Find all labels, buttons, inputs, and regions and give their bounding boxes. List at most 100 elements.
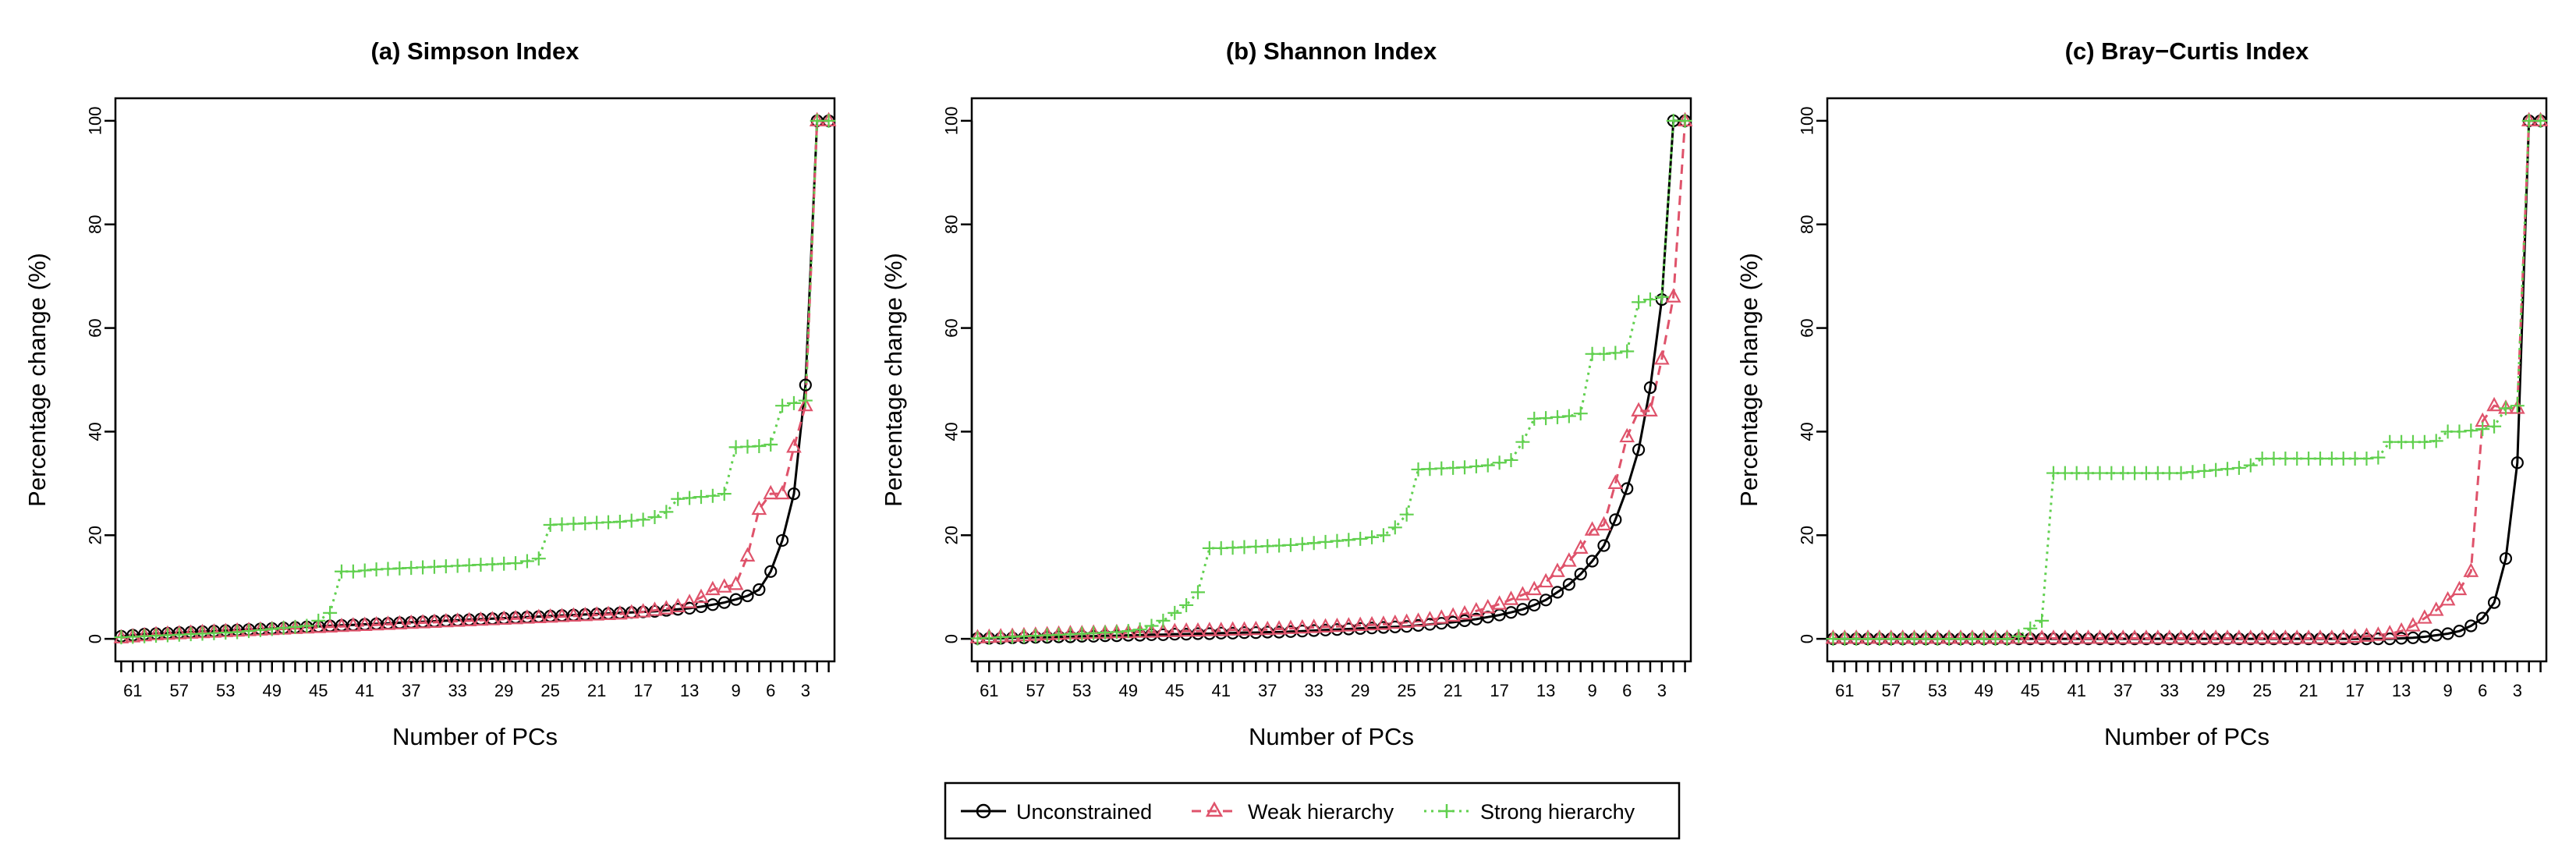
data-point-strong (2475, 422, 2490, 437)
data-point-strong (508, 556, 523, 571)
y-tick-label: 80 (942, 214, 962, 233)
legend-marker-unconstrained (976, 803, 991, 819)
data-point-strong (276, 621, 291, 636)
data-point-strong (2023, 621, 2038, 636)
data-point-weak (1469, 601, 1484, 617)
series-points-unconstrained (1827, 114, 2547, 646)
x-tick-label: 53 (216, 681, 235, 700)
data-point-strong (1306, 536, 1321, 551)
data-point-weak (1387, 614, 1403, 629)
data-point-weak (2324, 629, 2340, 644)
legend-label-strong: Strong hierarchy (1480, 800, 1635, 824)
data-point-weak (392, 615, 408, 629)
data-point-weak (542, 608, 558, 623)
x-tick-label: 6 (2478, 681, 2487, 700)
series-points-weak (969, 112, 1693, 643)
data-point-strong (1608, 345, 1623, 360)
data-point-weak (1352, 616, 1369, 631)
x-tick-label: 33 (448, 681, 466, 700)
data-point-weak (1155, 622, 1171, 637)
data-point-weak (484, 611, 501, 625)
data-point-strong (1365, 530, 1380, 544)
y-axis-label: Percentage change (%) (880, 253, 907, 507)
data-point-strong (1492, 455, 1507, 470)
y-tick-label: 100 (86, 107, 105, 136)
y-axis: 0 20 40 60 80 100 (86, 107, 117, 643)
data-point-strong (821, 113, 836, 128)
data-point-strong (1550, 409, 1564, 424)
y-tick-label: 80 (1798, 214, 1817, 233)
data-point-weak (1596, 516, 1612, 531)
data-point-strong (1168, 605, 1182, 620)
data-point-unconstrained (2453, 625, 2466, 638)
data-point-weak (438, 612, 454, 628)
x-tick-label: 6 (1622, 681, 1632, 700)
data-point-weak (2046, 629, 2061, 644)
data-point-unconstrained (787, 487, 801, 501)
x-tick-label: 17 (1490, 681, 1508, 700)
data-point-strong (705, 488, 720, 503)
series-points-unconstrained (115, 114, 835, 643)
data-point-strong (1573, 406, 1588, 421)
data-point-weak (2486, 396, 2502, 412)
data-point-strong (1458, 460, 1472, 475)
data-point-unconstrained (2464, 619, 2478, 633)
data-point-unconstrained (2476, 611, 2489, 625)
data-point-weak (380, 615, 396, 630)
data-point-strong (764, 438, 778, 452)
x-tick-label: 9 (1587, 681, 1596, 700)
data-point-strong (2231, 460, 2246, 475)
data-point-weak (786, 438, 802, 453)
data-point-strong (1632, 295, 1646, 310)
data-point-unconstrained (1574, 567, 1587, 581)
panel-3: (c) Bray−Curtis Index 0 20 40 60 80 100 61 57 53 4… (1735, 37, 2549, 750)
data-point-strong (2011, 629, 2026, 643)
series-points-strong (114, 113, 836, 645)
series-points-strong (970, 113, 1692, 646)
x-tick-label: 29 (494, 681, 513, 700)
data-point-weak (2068, 629, 2085, 644)
data-point-weak (577, 606, 594, 622)
panel-1: (a) Simpson Index 0 20 40 60 80 100 61 57 53 49 45 4… (23, 37, 837, 750)
x-tick-label: 17 (633, 681, 652, 700)
y-tick-label: 40 (942, 422, 962, 441)
x-axis-label: Number of PCs (1249, 723, 1414, 750)
data-point-weak (2057, 629, 2073, 644)
x-tick-label: 57 (170, 681, 189, 700)
legend-label-weak: Weak hierarchy (1248, 800, 1394, 824)
data-point-strong (1387, 520, 1402, 535)
data-point-unconstrained (2441, 627, 2454, 640)
data-point-weak (1550, 562, 1565, 577)
series-line-weak (977, 120, 1687, 640)
data-point-strong (531, 551, 546, 566)
y-tick-label: 60 (86, 318, 105, 337)
data-point-weak (2463, 562, 2479, 577)
data-point-weak (1317, 618, 1334, 633)
data-point-strong (2533, 113, 2548, 128)
x-axis: 61 57 53 49 45 41 37 33 29 25 21 17 13 9 6 3 (1832, 661, 2542, 700)
data-point-weak (2312, 629, 2328, 644)
data-point-weak (635, 603, 651, 618)
data-point-unconstrained (2499, 552, 2513, 565)
data-point-strong (1642, 292, 1657, 307)
data-point-weak (601, 605, 616, 621)
x-tick-label: 21 (1444, 681, 1462, 700)
data-point-unconstrained (2429, 629, 2443, 642)
x-tick-label: 3 (2513, 681, 2522, 700)
panel-title: (c) Bray−Curtis Index (2065, 37, 2309, 65)
data-point-weak (1143, 623, 1160, 638)
data-point-weak (1433, 609, 1450, 624)
y-tick-label: 20 (1798, 526, 1817, 544)
data-point-weak (415, 614, 431, 629)
data-point-weak (1422, 611, 1438, 625)
data-point-weak (1329, 617, 1345, 633)
data-point-weak (1283, 619, 1299, 634)
data-point-strong (1561, 409, 1576, 423)
x-tick-label: 21 (587, 681, 606, 700)
series-line-unconstrained (121, 119, 829, 638)
data-point-unconstrained (741, 589, 754, 603)
data-point-unconstrained (1504, 606, 1518, 619)
data-point-unconstrained (1540, 594, 1553, 607)
x-tick-label: 57 (1882, 681, 1901, 700)
data-point-weak (473, 611, 489, 626)
